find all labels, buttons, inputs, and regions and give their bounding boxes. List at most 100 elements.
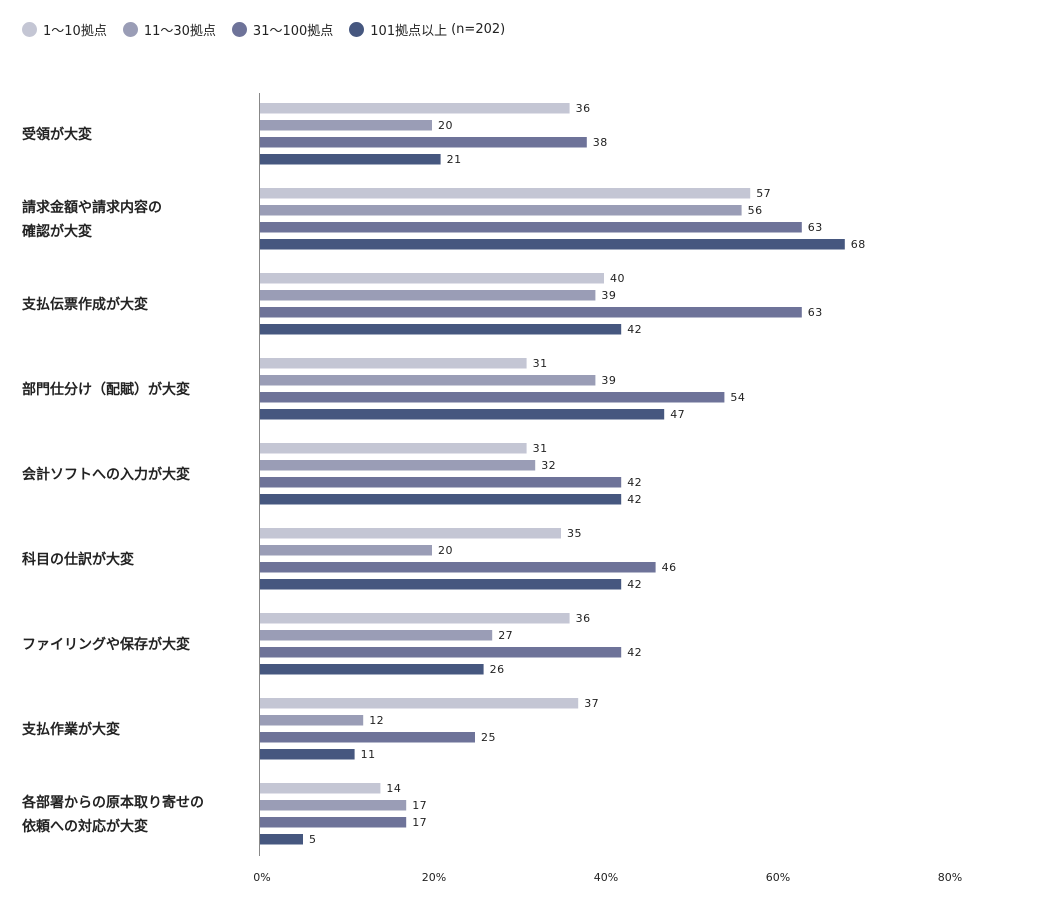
bar bbox=[260, 698, 579, 709]
data-label: 31 bbox=[533, 442, 548, 455]
bar bbox=[260, 137, 587, 148]
bar bbox=[260, 715, 364, 726]
data-label: 42 bbox=[627, 323, 642, 336]
legend-label-11-30: 11〜30拠点 bbox=[143, 23, 216, 39]
bar bbox=[260, 477, 622, 488]
data-label: 20 bbox=[438, 119, 453, 132]
data-label: 40 bbox=[610, 272, 625, 285]
bar bbox=[260, 817, 407, 828]
x-tick-label: 60% bbox=[766, 871, 790, 884]
data-label: 42 bbox=[627, 578, 642, 591]
bar bbox=[260, 613, 570, 624]
bar bbox=[260, 783, 381, 794]
legend-item-31-100: 31〜100拠点 bbox=[231, 20, 334, 39]
data-label: 38 bbox=[593, 136, 608, 149]
data-label: 56 bbox=[748, 204, 763, 217]
legend: 1〜10拠点 11〜30拠点 31〜100拠点 101拠点以上 (n=202) bbox=[22, 18, 521, 40]
bar bbox=[260, 103, 570, 114]
category-label: 科目の仕訳が大変 bbox=[22, 551, 134, 568]
bar bbox=[260, 392, 725, 403]
legend-swatch-101-plus bbox=[349, 21, 365, 37]
legend-item-11-30: 11〜30拠点 bbox=[122, 20, 216, 39]
bar bbox=[260, 273, 604, 284]
data-label: 14 bbox=[386, 782, 401, 795]
bar bbox=[260, 749, 355, 760]
bar bbox=[260, 732, 475, 743]
legend-label-1-10: 1〜10拠点 bbox=[43, 23, 107, 39]
sample-size-label: (n=202) bbox=[451, 21, 506, 37]
data-label: 5 bbox=[309, 833, 317, 846]
data-label: 27 bbox=[498, 629, 513, 642]
legend-swatch-11-30 bbox=[122, 21, 138, 37]
data-label: 39 bbox=[601, 289, 616, 302]
data-label: 54 bbox=[730, 391, 745, 404]
x-tick-label: 20% bbox=[422, 871, 446, 884]
bar bbox=[260, 800, 407, 811]
data-label: 39 bbox=[601, 374, 616, 387]
data-label: 35 bbox=[567, 527, 582, 540]
bar bbox=[260, 630, 493, 641]
data-label: 68 bbox=[851, 238, 866, 251]
x-tick-label: 80% bbox=[938, 871, 962, 884]
category-label: 支払作業が大変 bbox=[21, 721, 120, 738]
data-label: 12 bbox=[369, 714, 384, 727]
data-label: 17 bbox=[412, 816, 427, 829]
legend-item-1-10: 1〜10拠点 bbox=[22, 20, 107, 39]
data-label: 36 bbox=[576, 102, 591, 115]
bar bbox=[260, 290, 596, 301]
bar bbox=[260, 562, 656, 573]
bar bbox=[260, 154, 441, 165]
bar bbox=[260, 579, 622, 590]
data-label: 11 bbox=[361, 748, 376, 761]
data-label: 20 bbox=[438, 544, 453, 557]
data-label: 46 bbox=[662, 561, 677, 574]
data-label: 36 bbox=[576, 612, 591, 625]
legend-item-101-plus: 101拠点以上 (n=202) bbox=[349, 20, 505, 39]
category-label: ファイリングや保存が大変 bbox=[22, 636, 190, 653]
data-label: 31 bbox=[533, 357, 548, 370]
bar bbox=[260, 307, 802, 318]
bar bbox=[260, 188, 751, 199]
data-label: 25 bbox=[481, 731, 496, 744]
x-tick-label: 0% bbox=[253, 871, 270, 884]
bar bbox=[260, 205, 742, 216]
bar bbox=[260, 647, 622, 658]
data-label: 57 bbox=[756, 187, 771, 200]
legend-label-31-100: 31〜100拠点 bbox=[252, 23, 334, 39]
category-label: 各部署からの原本取り寄せの依頼への対応が大変 bbox=[21, 794, 204, 835]
category-label: 部門仕分け（配賦）が大変 bbox=[22, 381, 190, 398]
bar bbox=[260, 460, 536, 471]
legend-swatch-1-10 bbox=[22, 21, 37, 37]
bar bbox=[260, 375, 596, 386]
data-label: 42 bbox=[627, 476, 642, 489]
bar bbox=[260, 528, 561, 539]
category-label: 会計ソフトへの入力が大変 bbox=[22, 466, 190, 483]
legend-swatch-31-100 bbox=[231, 21, 247, 37]
legend-label-101-plus: 101拠点以上 bbox=[370, 23, 448, 39]
category-label: 請求金額や請求内容の確認が大変 bbox=[22, 199, 162, 240]
x-tick-label: 40% bbox=[594, 871, 618, 884]
data-label: 32 bbox=[541, 459, 556, 472]
bar bbox=[260, 494, 622, 505]
data-label: 63 bbox=[808, 306, 823, 319]
data-label: 63 bbox=[808, 221, 823, 234]
data-label: 26 bbox=[490, 663, 505, 676]
bar bbox=[260, 120, 432, 131]
data-label: 47 bbox=[670, 408, 685, 421]
bar bbox=[260, 834, 303, 845]
bar bbox=[260, 664, 484, 675]
data-label: 42 bbox=[627, 646, 642, 659]
category-label: 支払伝票作成が大変 bbox=[21, 296, 148, 313]
bar bbox=[260, 545, 432, 556]
category-label: 受領が大変 bbox=[22, 126, 92, 143]
bar bbox=[260, 358, 527, 369]
data-label: 37 bbox=[584, 697, 599, 710]
data-label: 42 bbox=[627, 493, 642, 506]
bar bbox=[260, 222, 802, 233]
bar bbox=[260, 409, 665, 420]
bar bbox=[260, 324, 622, 335]
data-label: 17 bbox=[412, 799, 427, 812]
bar bbox=[260, 443, 527, 454]
bar bbox=[260, 239, 845, 250]
